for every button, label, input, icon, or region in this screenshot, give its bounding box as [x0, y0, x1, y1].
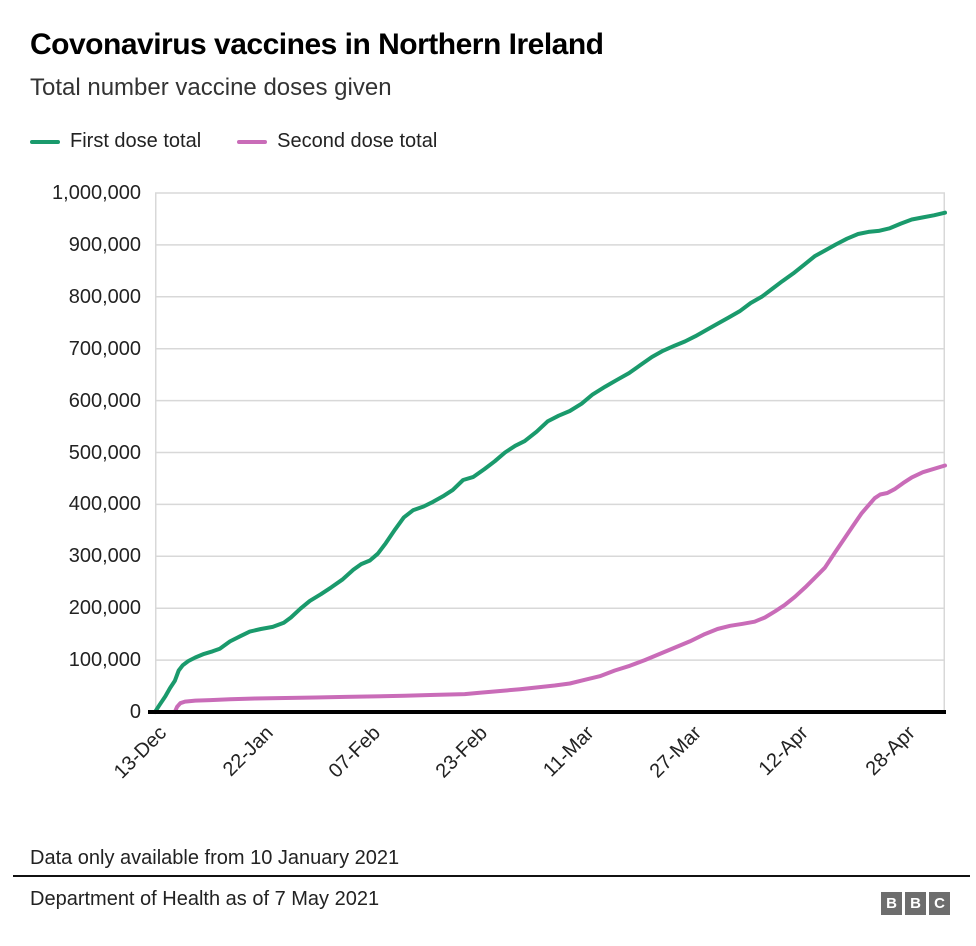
x-axis-label: 11-Mar — [539, 722, 599, 782]
legend-swatch-first-dose — [30, 139, 60, 144]
x-axis-label: 22-Jan — [218, 722, 278, 781]
x-axis-label: 23-Feb — [431, 722, 492, 783]
bbc-logo-letter-b2: B — [905, 892, 926, 915]
legend-label-second-dose: Second dose total — [277, 130, 438, 152]
line-chart — [153, 192, 947, 714]
footer-divider — [13, 875, 970, 877]
legend-item-second-dose: Second dose total — [237, 130, 437, 153]
x-axis-line — [148, 710, 946, 714]
series-line-first-dose — [153, 210, 947, 714]
chart-title: Covonavirus vaccines in Northern Ireland — [30, 28, 604, 61]
plot-area — [153, 192, 947, 714]
x-axis-label: 13-Dec — [109, 722, 171, 784]
y-axis-label: 600,000 — [68, 389, 141, 412]
x-axis-label: 07-Feb — [324, 722, 385, 783]
y-axis-label: 700,000 — [68, 337, 141, 360]
bbc-logo-letter-c: C — [929, 892, 950, 915]
y-axis-label: 200,000 — [68, 597, 141, 620]
x-axis-label: 27-Mar — [645, 722, 706, 783]
y-axis-label: 500,000 — [68, 441, 141, 464]
y-axis-label: 400,000 — [68, 493, 141, 516]
y-axis-label: 1,000,000 — [52, 182, 141, 204]
bbc-logo: B B C — [881, 892, 950, 915]
y-axis-label: 100,000 — [68, 649, 141, 672]
footnote: Data only available from 10 January 2021 — [30, 847, 400, 869]
y-axis-label: 0 — [129, 701, 141, 723]
legend-label-first-dose: First dose total — [70, 130, 202, 152]
y-axis-label: 800,000 — [68, 285, 141, 308]
x-axis-label: 12-Apr — [754, 722, 813, 781]
bbc-logo-letter-b1: B — [881, 892, 902, 915]
x-axis-label: 28-Apr — [861, 722, 920, 781]
legend-swatch-second-dose — [237, 139, 268, 144]
y-axis-label: 900,000 — [68, 233, 141, 256]
y-axis-label: 300,000 — [68, 545, 141, 568]
legend-item-first-dose: First dose total — [30, 130, 201, 153]
series-line-second-dose — [172, 463, 947, 714]
chart-subtitle: Total number vaccine doses given — [30, 74, 392, 101]
source-attribution: Department of Health as of 7 May 2021 — [30, 888, 380, 910]
legend: First dose total Second dose total — [30, 130, 437, 153]
